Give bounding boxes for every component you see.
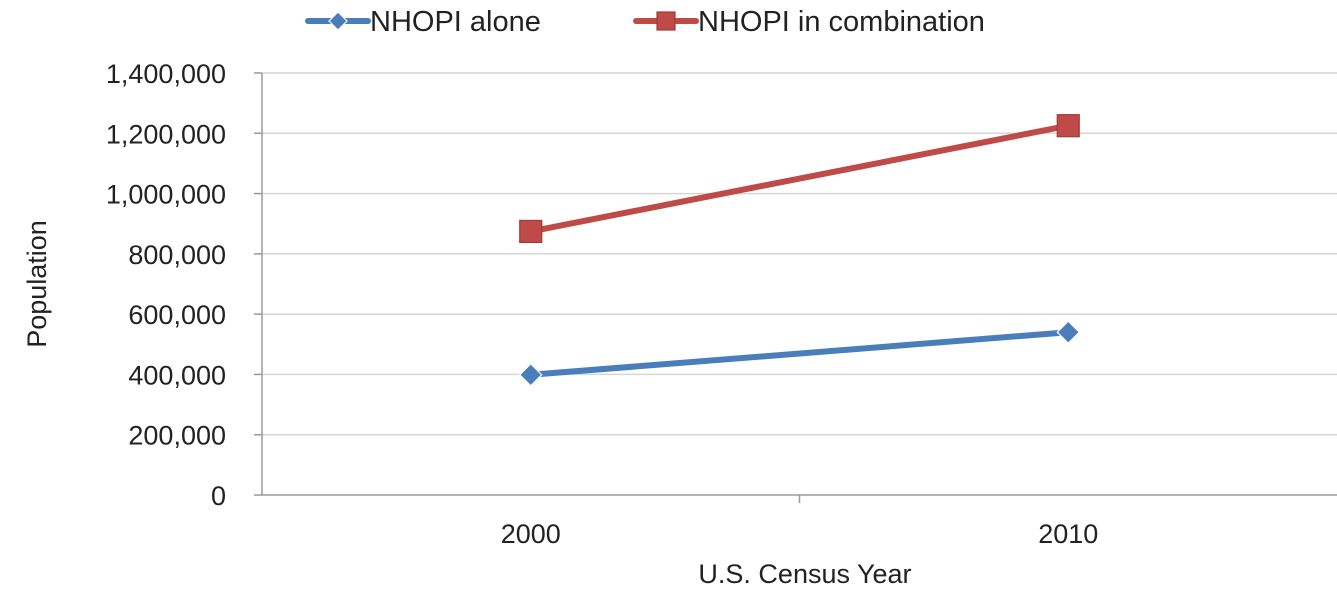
legend-label: NHOPI in combination <box>698 6 985 38</box>
data-point-marker: NHOPI alone 2000: 398,835 <box>518 362 543 387</box>
series-line <box>527 329 1072 378</box>
legend-marker <box>328 11 348 31</box>
y-axis-title: Population <box>22 220 52 348</box>
y-tick-label: 800,000 <box>128 240 226 270</box>
legend-item: NHOPI in combination <box>633 6 985 38</box>
series-nhopi-alone: NHOPI alone 2000: 398,835 NHOPI alone 201… <box>518 320 1081 387</box>
axes <box>261 73 1337 496</box>
legend: NHOPI alone NHOPI in combination <box>305 6 985 38</box>
data-point-marker: NHOPI in combination 2010: 1,225,195 <box>1056 114 1080 138</box>
y-tick-labels: 0 200,000 400,000 600,000 800,000 1,000,000 1,… <box>106 59 226 511</box>
gridlines <box>254 72 1337 503</box>
series: NHOPI alone 2000: 398,835 NHOPI alone 201… <box>518 114 1081 387</box>
x-tick-label: 2010 <box>1038 519 1098 549</box>
y-tick-label: 1,400,000 <box>106 59 226 89</box>
y-tick-label: 1,200,000 <box>106 119 226 149</box>
series-line <box>527 122 1072 235</box>
legend-label: NHOPI alone <box>370 6 541 38</box>
y-tick-label: 600,000 <box>128 300 226 330</box>
y-tick-label: 1,000,000 <box>106 180 226 210</box>
x-tick-labels: 2000 2010 <box>501 519 1099 549</box>
y-tick-label: 200,000 <box>128 421 226 451</box>
y-tick-label: 400,000 <box>128 360 226 390</box>
x-tick-label: 2000 <box>501 519 561 549</box>
legend-item: NHOPI alone <box>305 6 541 38</box>
series-nhopi-in-combination: NHOPI in combination 2000: 874,414 NHOPI … <box>519 114 1080 244</box>
x-axis-title: U.S. Census Year <box>698 559 911 589</box>
data-point-marker: NHOPI in combination 2000: 874,414 <box>519 219 543 244</box>
y-tick-label: 0 <box>211 481 226 511</box>
legend-marker <box>656 11 676 31</box>
data-point-marker: NHOPI alone 2010: 540,013 <box>1056 320 1081 345</box>
